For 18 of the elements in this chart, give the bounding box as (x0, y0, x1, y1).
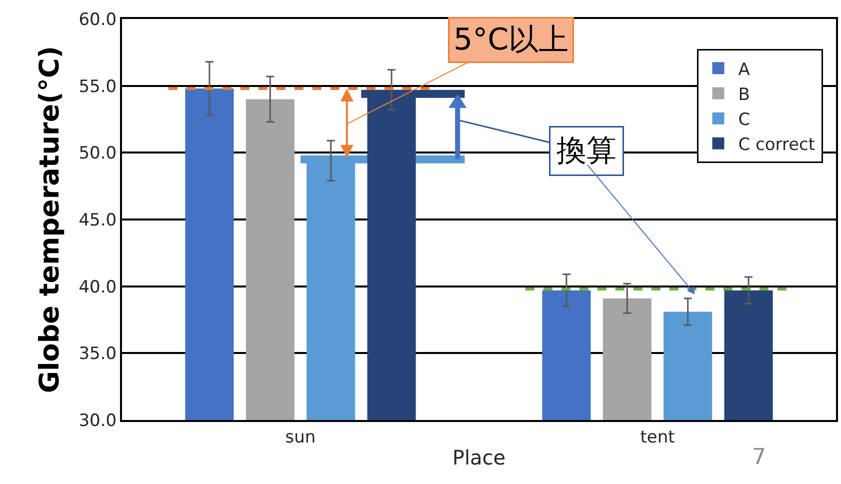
y-tick-label: 60.0 (78, 10, 117, 30)
text: 7 (752, 445, 766, 470)
y-tick-label: 55.0 (78, 76, 117, 97)
y-tick-label: 35.0 (78, 344, 117, 364)
legend-label: C (738, 110, 750, 130)
y-tick-label: 40.0 (78, 277, 117, 298)
x-tick-label: tent (640, 427, 676, 448)
y-tick-label: 45.0 (78, 210, 117, 230)
y-tick-label: 50.0 (78, 144, 117, 164)
legend-label: B (738, 84, 750, 105)
legend-label: A (738, 60, 750, 80)
legend-label: C correct (738, 135, 816, 156)
annotation: 5°C以上 (454, 22, 569, 58)
y-tick-label: 30.0 (78, 410, 117, 431)
y-axis-title: Globe temperature(°C) (34, 46, 66, 394)
x-axis-title: Place (452, 445, 506, 470)
x-tick-label: sun (285, 427, 316, 448)
annotation: 換算 (556, 134, 616, 168)
